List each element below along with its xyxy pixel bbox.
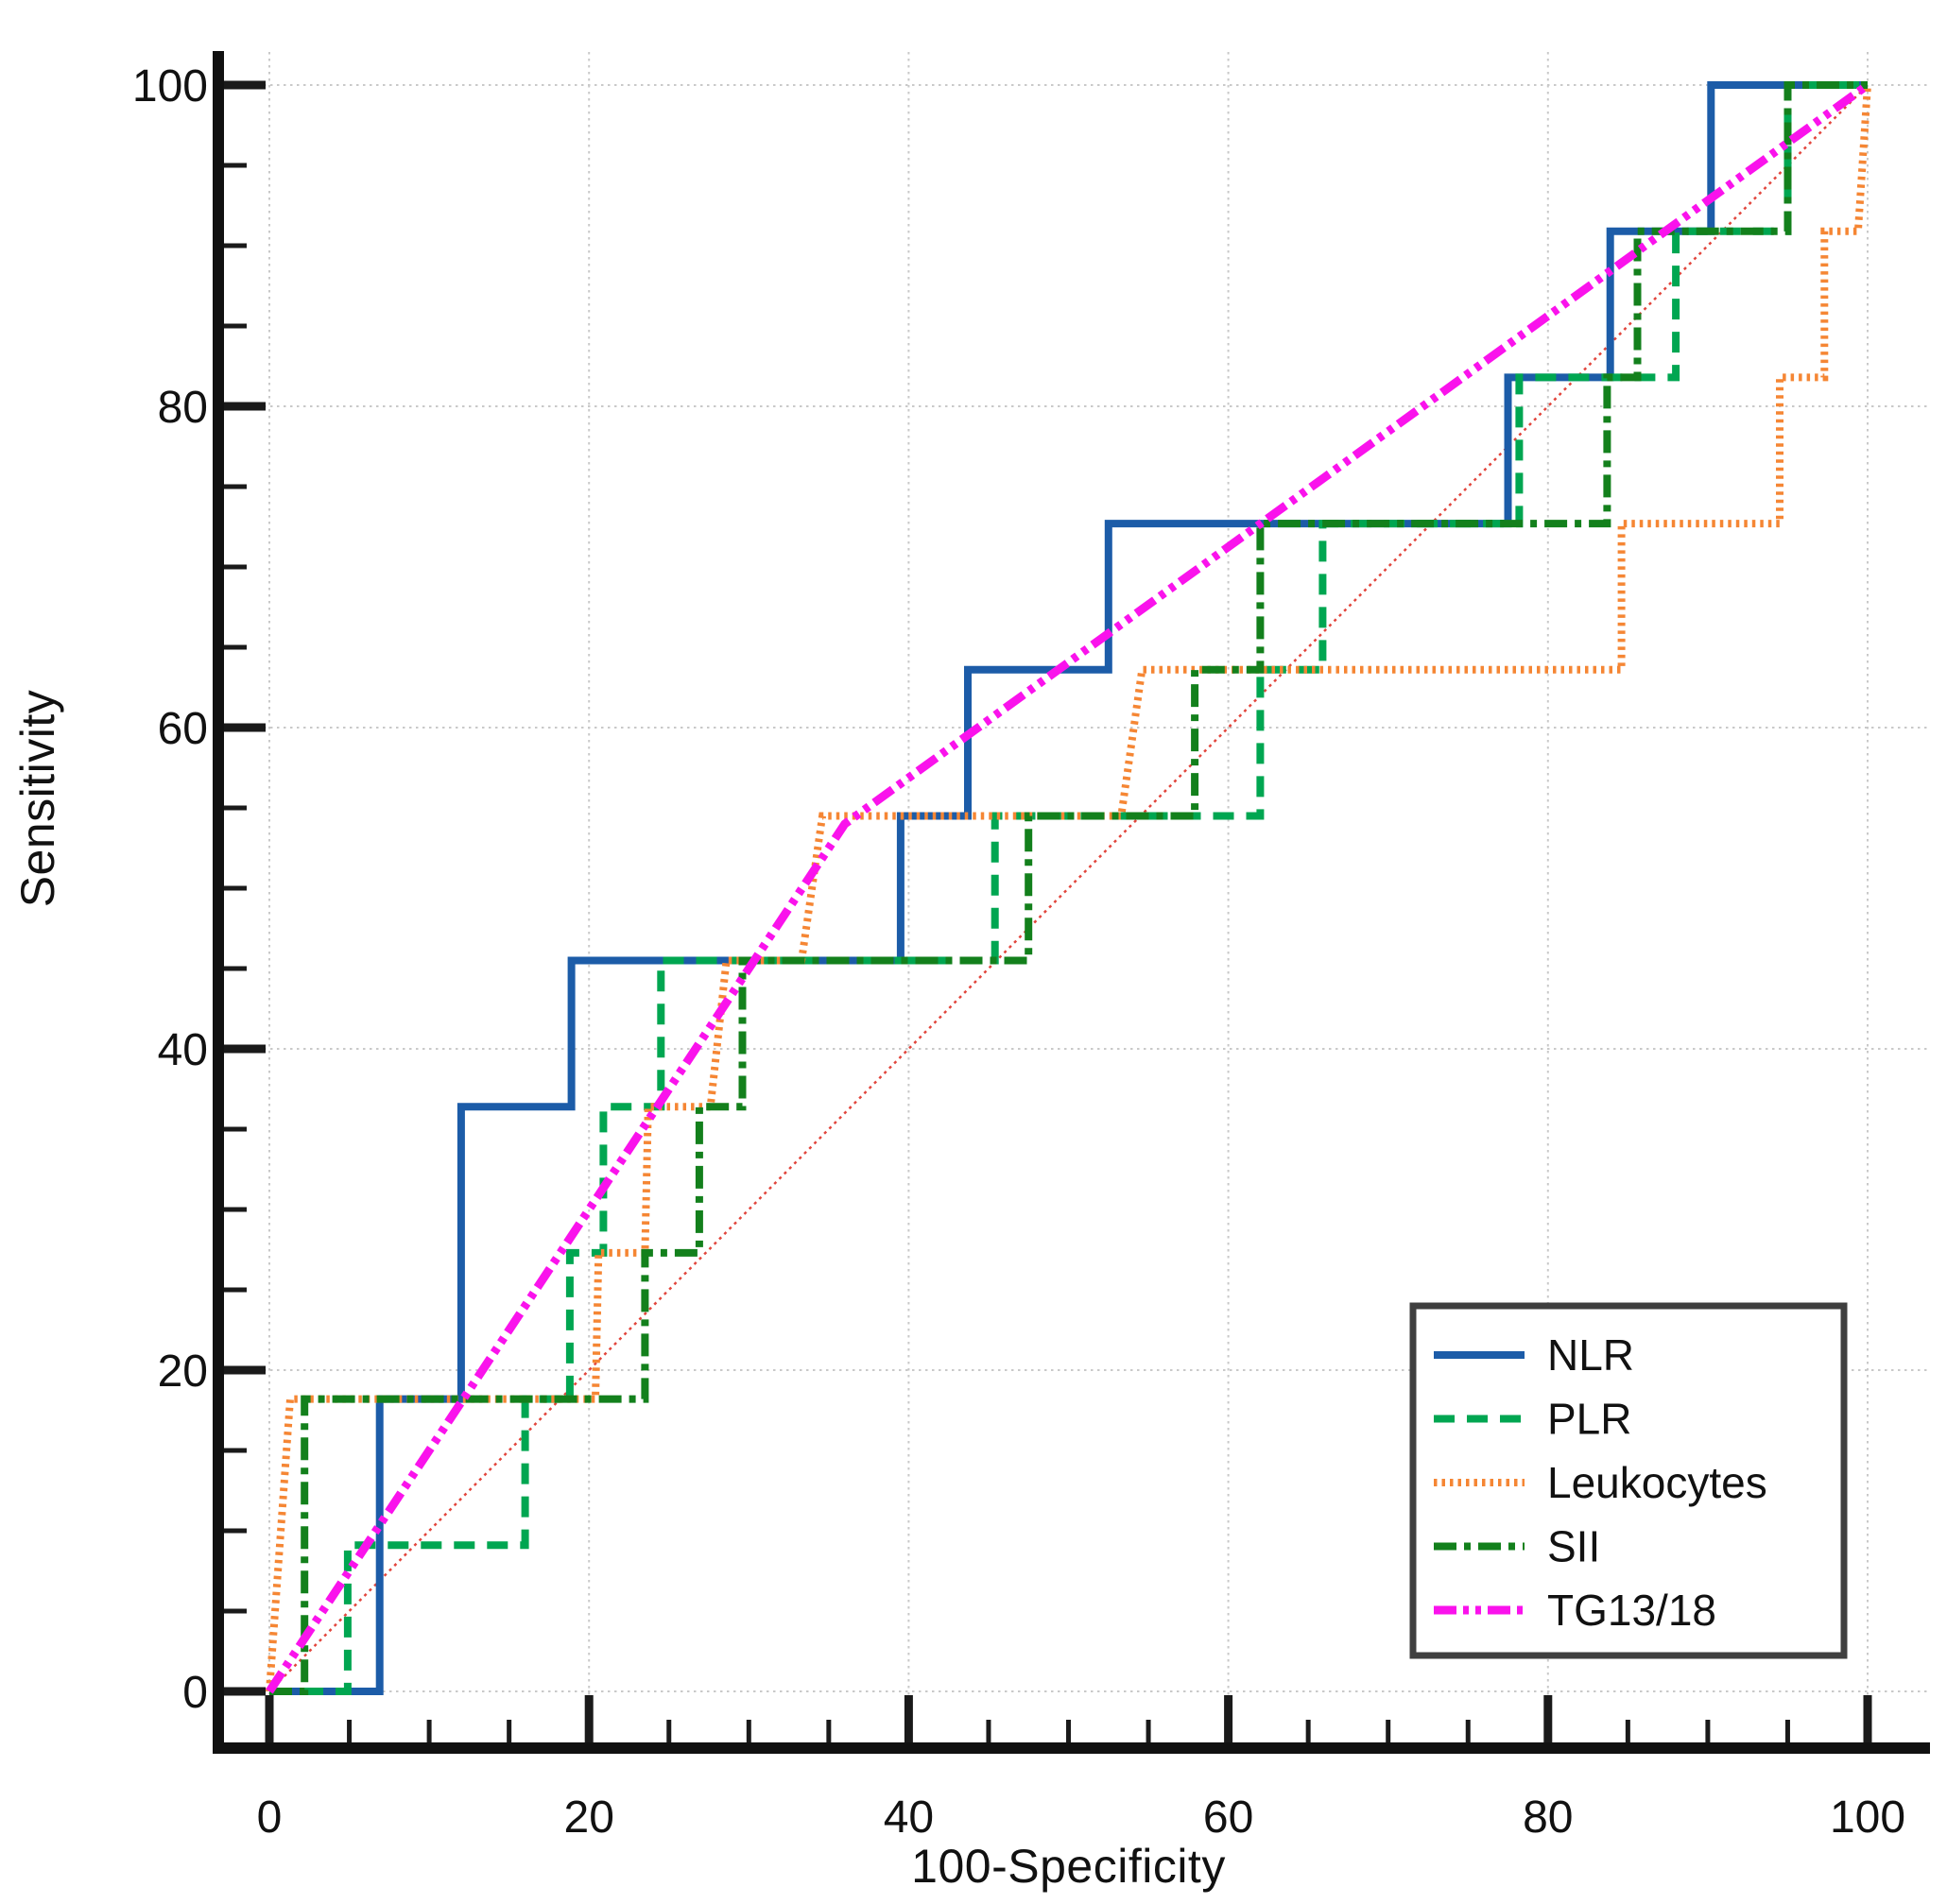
x-axis-title: 100-Specificity: [911, 1840, 1226, 1893]
y-tick-label: 100: [132, 61, 208, 111]
legend-item-label: NLR: [1547, 1330, 1634, 1380]
x-tick-label: 0: [257, 1793, 283, 1843]
legend: NLR PLR Leukocytes SII TG13/18: [1409, 1302, 1848, 1659]
legend-item-label: SII: [1547, 1522, 1600, 1571]
legend-item: NLR: [1434, 1330, 1634, 1380]
y-tick-label: 60: [158, 704, 208, 754]
series-plr: [269, 81, 1868, 1695]
series-sii: [269, 81, 1868, 1695]
y-tick-label: 0: [182, 1668, 208, 1718]
y-tick-label: 20: [158, 1347, 208, 1397]
y-tick-labels: 0 20 40 60 80 100: [132, 61, 208, 1718]
legend-item: PLR: [1434, 1395, 1631, 1444]
legend-item-label: PLR: [1547, 1395, 1631, 1444]
y-axis-title: Sensitivity: [11, 689, 64, 908]
series-leukocytes: [266, 84, 1871, 1692]
x-axis-spine: [213, 1742, 1930, 1754]
reference-diagonal: [268, 84, 1869, 1692]
legend-item: TG13/18: [1434, 1586, 1716, 1635]
legend-item: Leukocytes: [1434, 1458, 1767, 1507]
axis-ticks: [224, 80, 1872, 1742]
axes: [213, 51, 1930, 1754]
legend-item: SII: [1434, 1522, 1600, 1571]
y-tick-label: 40: [158, 1025, 208, 1075]
x-tick-labels: 0 20 40 60 80 100: [257, 1793, 1905, 1843]
y-tick-label: 80: [158, 383, 208, 433]
y-axis-spine: [213, 51, 224, 1754]
x-tick-label: 60: [1203, 1793, 1253, 1843]
legend-item-label: Leukocytes: [1547, 1458, 1767, 1507]
x-tick-label: 40: [884, 1793, 934, 1843]
roc-curves: [266, 81, 1871, 1695]
series-tg13-18: [266, 81, 1870, 1694]
x-tick-label: 20: [564, 1793, 614, 1843]
legend-item-label: TG13/18: [1547, 1586, 1716, 1635]
x-tick-label: 100: [1830, 1793, 1905, 1843]
series-nlr: [269, 81, 1868, 1695]
x-tick-label: 80: [1523, 1793, 1573, 1843]
